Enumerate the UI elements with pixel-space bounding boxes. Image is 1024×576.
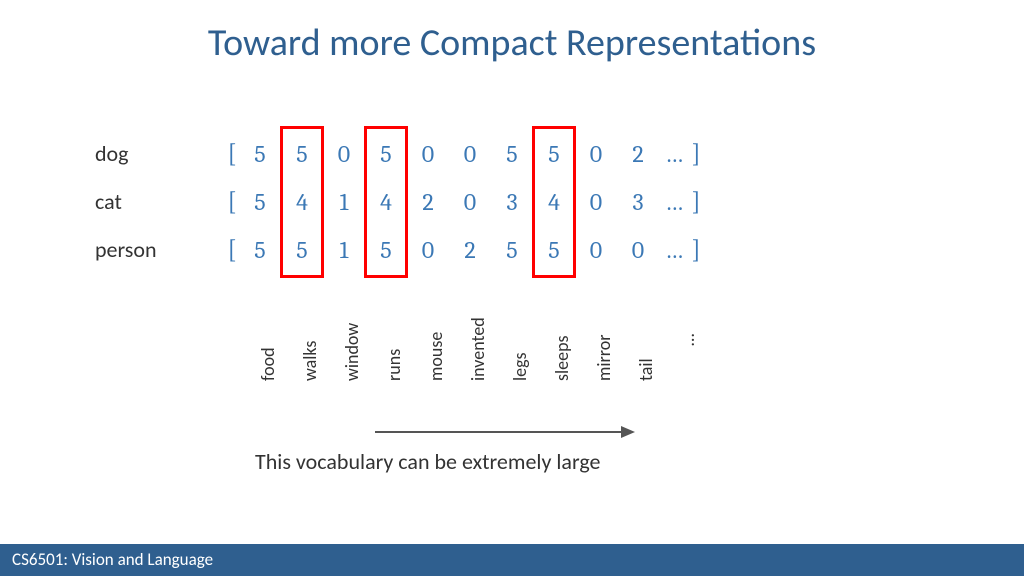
matrix-cell: 0 bbox=[575, 188, 617, 216]
matrix-cell: 5 bbox=[491, 140, 533, 168]
arrow-icon bbox=[375, 420, 635, 444]
row-label: dog bbox=[95, 130, 157, 178]
matrix-cell: 0 bbox=[449, 140, 491, 168]
column-label: window bbox=[323, 296, 365, 386]
bracket-open: [ bbox=[225, 139, 239, 169]
footer-bar: CS6501: Vision and Language bbox=[0, 544, 1024, 576]
matrix-cell: 0 bbox=[449, 188, 491, 216]
matrix-cell: 1 bbox=[323, 236, 365, 264]
content-area: dog cat person [5505005502…][5414203403…… bbox=[95, 120, 925, 320]
matrix-cell: … bbox=[659, 188, 689, 216]
column-label: food bbox=[239, 296, 281, 386]
caption-text: This vocabulary can be extremely large bbox=[255, 448, 600, 475]
matrix-cell: 5 bbox=[239, 236, 281, 264]
matrix-cell: 2 bbox=[449, 236, 491, 264]
matrix-cell: 3 bbox=[617, 188, 659, 216]
matrix-cell: … bbox=[659, 236, 689, 264]
matrix-cell: 0 bbox=[323, 140, 365, 168]
column-label: mirror bbox=[575, 296, 617, 386]
matrix-cell: 2 bbox=[407, 188, 449, 216]
bracket-open: [ bbox=[225, 235, 239, 265]
column-label: walks bbox=[281, 296, 323, 386]
highlight-box bbox=[364, 126, 408, 278]
matrix-cell: 0 bbox=[575, 140, 617, 168]
column-label: tail bbox=[617, 296, 659, 386]
slide-title: Toward more Compact Representations bbox=[0, 0, 1024, 66]
row-label: person bbox=[95, 226, 157, 274]
bracket-close: ] bbox=[689, 139, 703, 169]
bracket-close: ] bbox=[689, 235, 703, 265]
matrix-cell: 0 bbox=[617, 236, 659, 264]
matrix-cell: 1 bbox=[323, 188, 365, 216]
column-labels: foodwalkswindowrunsmouseinventedlegsslee… bbox=[239, 296, 701, 386]
column-label: invented bbox=[449, 296, 491, 386]
matrix-cell: 2 bbox=[617, 140, 659, 168]
column-label: … bbox=[659, 296, 701, 386]
column-label: runs bbox=[365, 296, 407, 386]
column-label: sleeps bbox=[533, 296, 575, 386]
row-label: cat bbox=[95, 178, 157, 226]
matrix-cell: 0 bbox=[575, 236, 617, 264]
column-label: mouse bbox=[407, 296, 449, 386]
column-label: legs bbox=[491, 296, 533, 386]
matrix-cell: 5 bbox=[491, 236, 533, 264]
row-labels: dog cat person bbox=[95, 130, 157, 274]
matrix-cell: 0 bbox=[407, 236, 449, 264]
bracket-close: ] bbox=[689, 187, 703, 217]
highlight-box bbox=[280, 126, 324, 278]
bracket-open: [ bbox=[225, 187, 239, 217]
highlight-box bbox=[532, 126, 576, 278]
matrix-area: dog cat person [5505005502…][5414203403…… bbox=[95, 120, 925, 320]
matrix-cell: 5 bbox=[239, 188, 281, 216]
matrix-cell: … bbox=[659, 140, 689, 168]
matrix-cell: 5 bbox=[239, 140, 281, 168]
matrix-cell: 0 bbox=[407, 140, 449, 168]
matrix-cell: 3 bbox=[491, 188, 533, 216]
